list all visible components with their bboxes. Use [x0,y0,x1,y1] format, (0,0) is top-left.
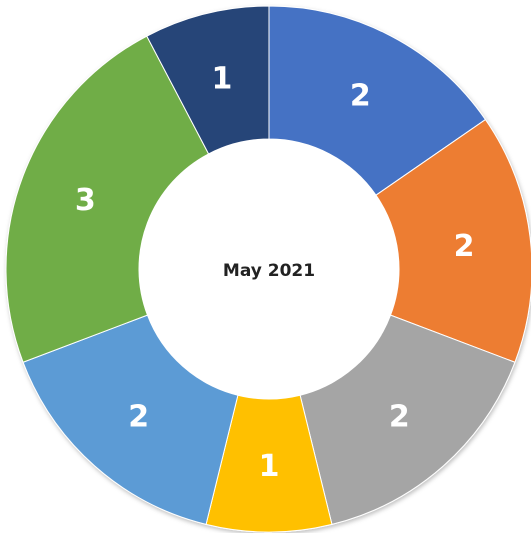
data-label: 2 [350,79,371,114]
data-label: 2 [454,229,475,264]
data-label: 2 [389,400,410,435]
chart-title: May 2021 [223,261,315,281]
slices [5,5,531,533]
data-label: 1 [212,62,233,97]
data-label: 2 [128,400,149,435]
data-label: 1 [259,449,280,484]
donut-hole [139,139,399,399]
data-label: 3 [75,183,96,218]
